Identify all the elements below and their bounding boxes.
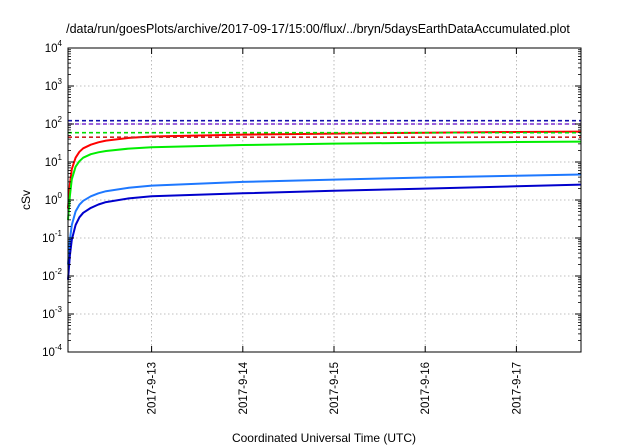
x-axis: 2017-9-13 2017-9-14 2017-9-15 2017-9-16 2017… [147,48,523,414]
y-tick-label: 101 [45,153,63,169]
series-group [67,119,582,280]
series-line-3 [67,173,582,265]
y-tick-label: 10-2 [42,267,62,283]
x-tick-label: 2017-9-14 [238,361,250,414]
series-line-4 [67,183,582,280]
chart-title: /data/run/goesPlots/archive/2017-09-17/1… [66,22,570,36]
x-tick-label: 2017-9-16 [420,362,432,414]
y-tick-label: 102 [45,115,63,131]
y-tick-label: 103 [45,77,63,93]
y-tick-label: 10-3 [42,305,62,321]
x-tick-label: 2017-9-17 [511,362,523,414]
grid [68,48,581,352]
y-axis: 10-4 10-3 10-2 10-1 100 101 102 103 104 [42,39,581,359]
y-tick-label: 104 [45,39,63,55]
x-tick-label: 2017-9-13 [147,362,159,414]
y-axis-label: cSv [19,190,33,210]
y-tick-label: 100 [45,191,63,207]
y-tick-label: 10-1 [42,229,62,245]
x-tick-label: 2017-9-15 [329,362,341,414]
x-axis-label: Coordinated Universal Time (UTC) [232,431,416,445]
series-line-2 [67,140,582,220]
y-tick-label: 10-4 [42,343,62,359]
